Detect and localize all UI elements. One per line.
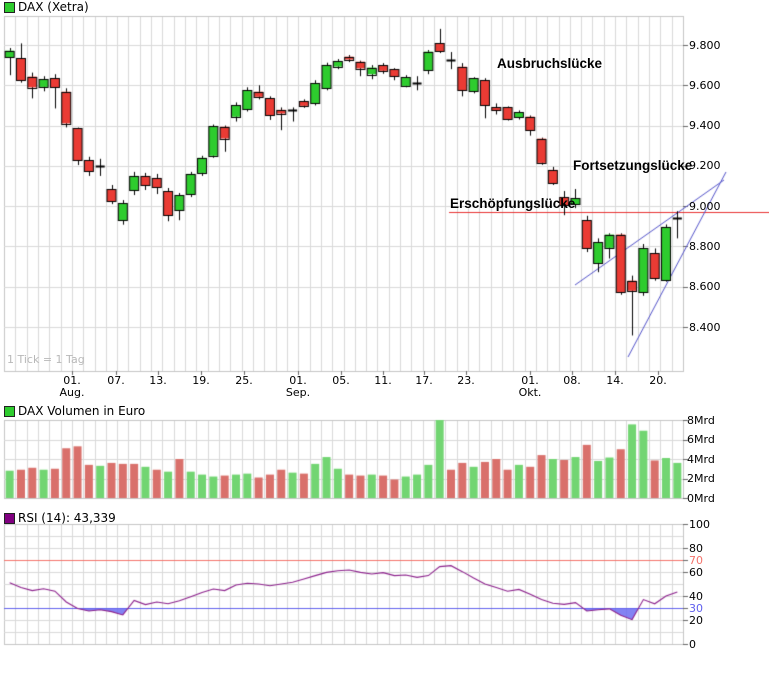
date-axis-label: 14. [606, 374, 624, 387]
date-axis-label: 13. [149, 374, 167, 387]
price-axis-label: 8.600 [689, 280, 721, 294]
date-axis-label: 01. Okt. [518, 374, 542, 399]
price-axis-label: 8.400 [689, 320, 721, 334]
volume-axis-label: 4Mrd [687, 452, 715, 466]
rsi-legend-icon [4, 513, 15, 524]
price-axis-label: 9.800 [689, 38, 721, 52]
gap-annotation: Erschöpfungslücke [450, 196, 576, 211]
date-axis-label: 11. [374, 374, 392, 387]
date-axis-label: 23. [457, 374, 475, 387]
volume-axis-label: 8Mrd [687, 413, 715, 427]
price-axis-label: 9.000 [689, 199, 721, 213]
volume-axis-label: 2Mrd [687, 472, 715, 485]
date-axis-label: 07. [107, 374, 125, 387]
date-axis-label: 25. [235, 374, 253, 387]
gap-annotation: Fortsetzungslücke [573, 158, 693, 173]
candlestick-legend-icon [4, 2, 15, 13]
date-axis-label: 08. [563, 374, 581, 387]
price-axis-label: 8.800 [689, 239, 721, 253]
main-chart-title: DAX (Xetra) [18, 0, 89, 14]
price-axis-label: 9.400 [689, 119, 721, 133]
volume-axis-label: 0Mrd [687, 491, 715, 505]
tick-interval-note: 1 Tick = 1 Tag [7, 353, 85, 366]
rsi-axis-label: 60 [689, 565, 703, 579]
rsi-axis-label: 20 [689, 613, 703, 627]
rsi-axis-label: 30 [689, 601, 703, 615]
volume-title: DAX Volumen in Euro [18, 404, 146, 418]
price-axis-label: 9.600 [689, 78, 721, 92]
rsi-axis-label: 70 [689, 553, 703, 567]
volume-axis-label: 6Mrd [687, 433, 715, 446]
price-axis-label: 9.200 [689, 159, 721, 173]
date-axis-label: 19. [192, 374, 210, 387]
rsi-axis-label: 80 [689, 541, 703, 555]
rsi-axis-label: 100 [689, 517, 710, 531]
rsi-axis-label: 40 [689, 589, 703, 603]
date-axis-label: 05. [332, 374, 350, 387]
gap-annotation: Ausbruchslücke [497, 56, 603, 71]
date-axis-label: 01. Aug. [59, 374, 85, 399]
rsi-title: RSI (14): 43,339 [18, 511, 116, 525]
volume-legend-icon [4, 406, 15, 417]
date-axis-label: 20. [649, 374, 667, 387]
rsi-axis-label: 0 [689, 637, 696, 651]
date-axis-label: 17. [415, 374, 433, 387]
date-axis-label: 01. Sep. [285, 374, 311, 399]
